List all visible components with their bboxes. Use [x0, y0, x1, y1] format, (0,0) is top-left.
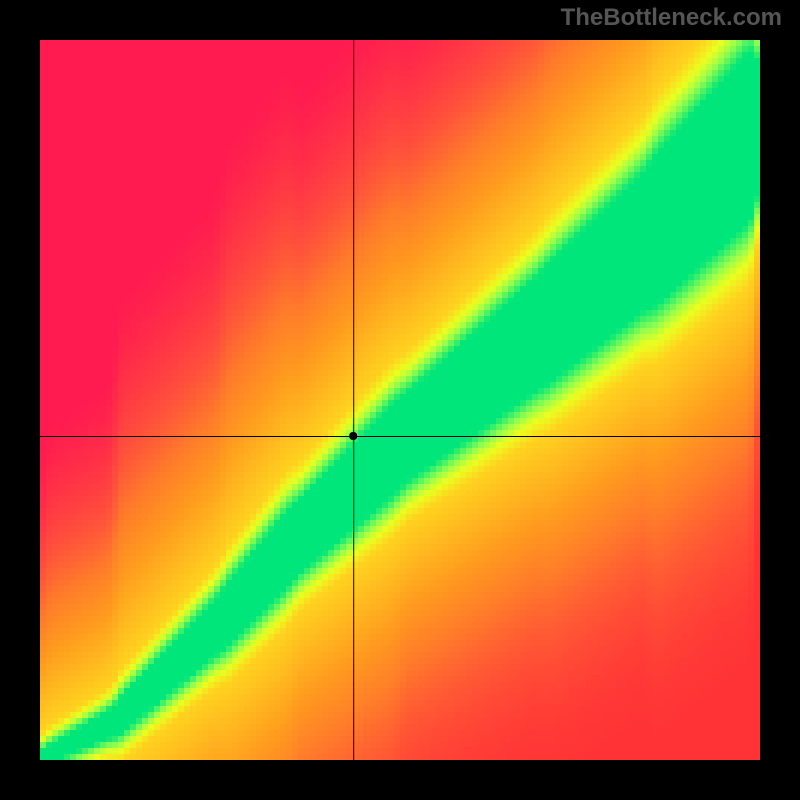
chart-container: TheBottleneck.com	[0, 0, 800, 800]
attribution-text: TheBottleneck.com	[561, 4, 782, 32]
crosshair-overlay	[0, 0, 800, 800]
